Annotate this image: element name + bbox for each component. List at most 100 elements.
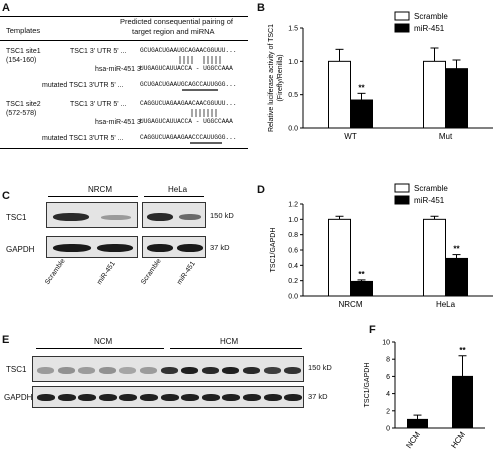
blot-band <box>78 394 97 401</box>
panel-c-group-nrcm: NRCM <box>88 185 112 194</box>
site2-row1-seq: CAGGUCUAGAAGAACAACGGUUU... <box>140 100 237 107</box>
panel-a-header-left: Templates <box>6 26 41 35</box>
bar <box>423 60 446 129</box>
site1-name: TSC1 site1 <box>6 48 41 55</box>
panel-e-row-tsc1: TSC1 <box>6 365 27 374</box>
x-tick-label: NCM <box>404 430 422 450</box>
bar <box>445 68 468 129</box>
site1-row3-seq: GCUGACUGAAUGCAGCCAUUGGG... <box>140 81 237 88</box>
panel-c-lane-4: miR-451 <box>176 260 197 287</box>
blot-band <box>98 394 117 401</box>
bar <box>350 280 373 297</box>
panel-c-lane-1: Scramble <box>44 257 67 287</box>
blot-band <box>140 367 157 374</box>
panel-c-row-tsc1: TSC1 <box>6 213 27 222</box>
blot-band <box>263 367 281 374</box>
significance-label: ** <box>358 270 365 279</box>
legend-swatch <box>394 23 410 33</box>
x-tick-label: NRCM <box>339 300 363 309</box>
blot-band <box>181 367 199 374</box>
panel-e-letter: E <box>2 334 10 346</box>
blot-band <box>160 394 179 401</box>
panel-c-row-gapdh: GAPDH <box>6 245 35 254</box>
x-tick-label: Mut <box>439 132 453 141</box>
panel-c-group-nrcm-line <box>48 196 138 197</box>
bar <box>423 218 446 297</box>
panel-f-letter: F <box>369 324 376 336</box>
y-tick-label: 0.4 <box>288 263 298 270</box>
y-tick-label: 0 <box>386 426 390 433</box>
site1-row3-label: mutated TSC1 3'UTR 5' ... <box>42 82 124 89</box>
significance-label: ** <box>453 245 460 254</box>
panel-e-size-150: 150 kD <box>308 363 332 372</box>
panel-c: C NRCM HeLa TSC1 GAPDH 150 kD 37 kD Scra… <box>0 168 250 318</box>
blot-band <box>119 394 138 401</box>
y-tick-label: 0.8 <box>288 232 298 239</box>
panel-c-size-150: 150 kD <box>210 211 234 220</box>
panel-c-blot-nrcm-gapdh <box>46 236 138 258</box>
y-tick-label: 4 <box>386 391 390 398</box>
panel-c-blot-hela-tsc1 <box>142 202 206 228</box>
blot-band <box>222 367 240 374</box>
legend-label: miR-451 <box>414 24 445 33</box>
site2-row3-label: mutated TSC1 3'UTR 5' ... <box>42 135 124 142</box>
site2-row2-seq: UUGAGUCAUUACCA - UGGCCAAA <box>140 118 233 125</box>
significance-label: ** <box>459 346 466 355</box>
panel-e-blot-tsc1 <box>32 356 304 382</box>
blot-band <box>181 394 200 401</box>
panel-f: F 0 2 4 6 8 10 TSC1/GAPDH NCM ** HCM <box>355 318 500 457</box>
panel-e-group-hcm-line <box>170 348 302 349</box>
y-axis-label: TSC1/GAPDH <box>364 363 371 408</box>
x-tick-label: WT <box>344 132 357 141</box>
blot-band <box>140 394 158 401</box>
y-axis-label: Relative luciferase activity of TSC1 <box>268 24 275 132</box>
panel-a-header-right-2: target region and miRNA <box>132 27 215 36</box>
blot-band <box>57 367 75 374</box>
panel-c-lane-2: miR-451 <box>96 260 117 287</box>
panel-e-group-hcm: HCM <box>220 337 239 346</box>
legend-label: Scramble <box>414 12 448 21</box>
y-tick-label: 0.5 <box>288 92 298 99</box>
panel-d: D 0.0 0.2 0.4 0.6 0.8 1.0 1.2 TSC1/GAPDH ** NRCM *… <box>255 168 500 318</box>
legend-label: Scramble <box>414 184 448 193</box>
panel-a-header-rule <box>0 40 248 41</box>
panel-e-group-ncm-line <box>36 348 164 349</box>
site2-row3-seq: CAGGUCUAGAAGAACCCAUUGGG... <box>140 134 237 141</box>
site2-row2-label: hsa-miR-451 3' <box>95 119 143 126</box>
x-tick-label: HCM <box>449 430 467 450</box>
blot-band <box>284 394 303 401</box>
y-axis-label: (Firefly/Renilla) <box>277 54 284 101</box>
y-tick-label: 1.0 <box>288 59 298 66</box>
y-tick-label: 1.5 <box>288 26 298 33</box>
blot-band <box>201 394 220 401</box>
y-tick-label: 0.0 <box>288 126 298 133</box>
y-tick-label: 6 <box>386 374 390 381</box>
bar <box>328 218 351 297</box>
panel-a-bottom-rule <box>0 148 248 149</box>
blot-band <box>37 367 54 374</box>
panel-d-chart: 0.0 0.2 0.4 0.6 0.8 1.0 1.2 TSC1/GAPDH ** NRCM ** H… <box>270 183 493 309</box>
blot-band <box>222 394 241 401</box>
site2-name: TSC1 site2 <box>6 101 41 108</box>
panel-a-letter: A <box>2 2 10 14</box>
blot-band <box>201 367 219 374</box>
site1-row1-seq: GCUGACUGAAUGCAGAACGGUUU... <box>140 47 237 54</box>
panel-a-top-rule <box>0 16 248 17</box>
panel-e: E NCM HCM TSC1 GAPDH 150 kD 37 kD <box>0 318 350 418</box>
blot-band <box>78 367 96 374</box>
site1-row2-seq: UUGAGUCAUUACCA - UGGCCAAA <box>140 65 233 72</box>
panel-e-size-37: 37 kD <box>308 392 328 401</box>
panel-b-chart: 0.0 0.5 1.0 1.5 Relative luciferase activity… <box>268 11 493 141</box>
site2-pairing-lines <box>190 109 222 144</box>
site1-row2-label: hsa-miR-451 3' <box>95 66 143 73</box>
y-axis-label: TSC1/GAPDH <box>270 228 277 273</box>
blot-band <box>37 394 55 401</box>
panel-c-size-37: 37 kD <box>210 243 230 252</box>
y-tick-label: 0.2 <box>288 278 298 285</box>
blot-band <box>57 394 76 401</box>
blot-band <box>263 394 282 401</box>
blot-band <box>243 367 260 374</box>
panel-e-row-gapdh: GAPDH <box>4 393 33 402</box>
panel-c-group-hela: HeLa <box>168 185 188 194</box>
panel-c-letter: C <box>2 190 10 202</box>
